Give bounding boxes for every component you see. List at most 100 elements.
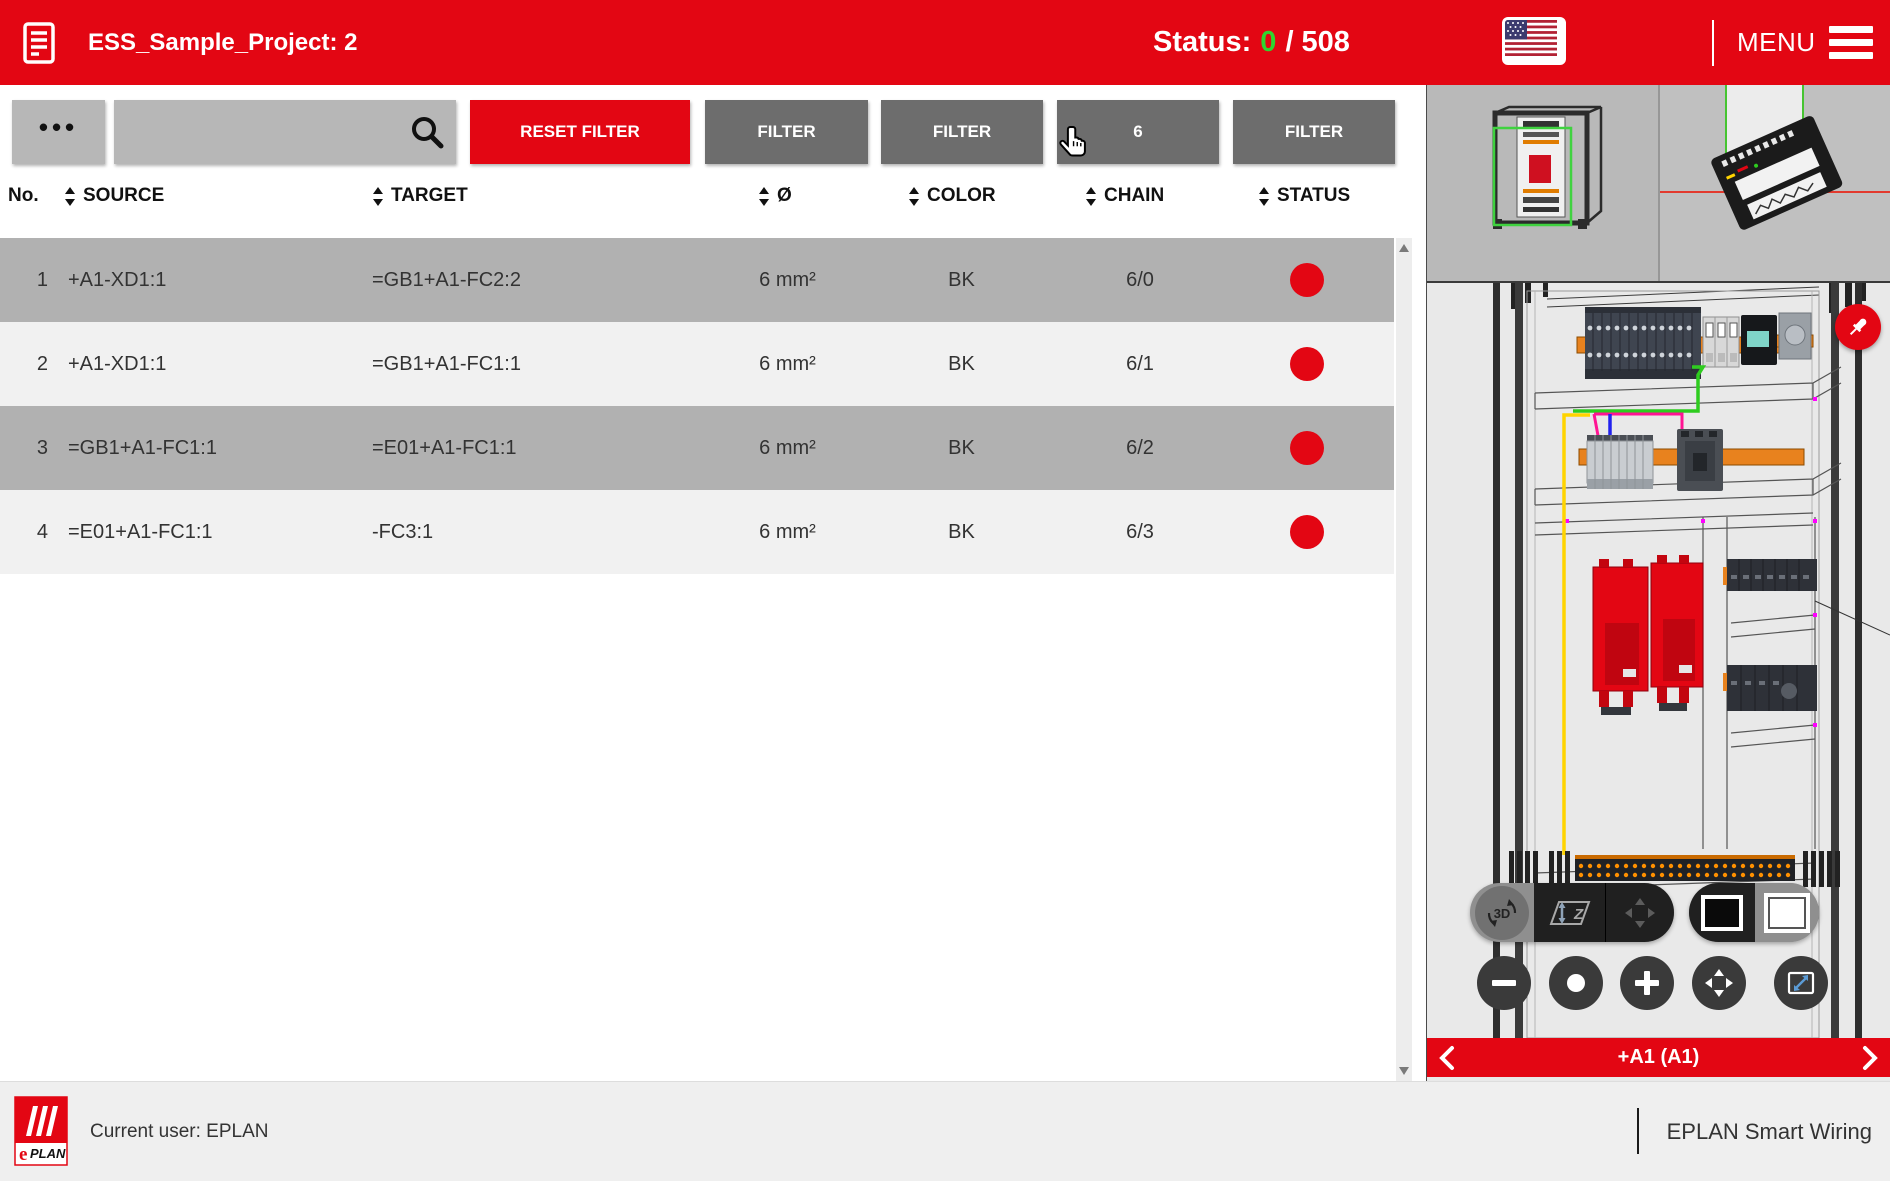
- menu-button[interactable]: MENU: [1737, 27, 1816, 57]
- col-header-chain[interactable]: CHAIN: [1085, 185, 1164, 207]
- search-input[interactable]: [114, 100, 410, 164]
- location-label: +A1 (A1): [1617, 1046, 1700, 1068]
- mccb-breaker: [1677, 429, 1723, 491]
- table-row[interactable]: 3 =GB1+A1-FC1:1 =E01+A1-FC1:1 6 mm² BK 6…: [0, 406, 1394, 490]
- cell-source: +A1-XD1:1: [68, 268, 167, 291]
- cell-diameter: 6 mm²: [759, 520, 816, 543]
- col-header-no: No.: [8, 185, 39, 206]
- zoom-in-button[interactable]: [1620, 956, 1674, 1010]
- terminal-block-row: [1585, 307, 1701, 379]
- col-header-diameter[interactable]: Ø: [758, 185, 792, 207]
- cell-no: 3: [36, 436, 48, 459]
- cell-status: [1232, 515, 1382, 549]
- z-axis-button[interactable]: Z: [1533, 883, 1607, 942]
- cell-target: -FC3:1: [372, 520, 434, 543]
- table-body: 1 +A1-XD1:1 =GB1+A1-FC2:2 6 mm² BK 6/0 2…: [0, 238, 1394, 574]
- panel-thumbnail: [1711, 116, 1843, 230]
- table-row[interactable]: 2 +A1-XD1:1 =GB1+A1-FC1:1 6 mm² BK 6/1: [0, 322, 1394, 406]
- wire-list-panel: ••• RESET FILTER FILTER FILTER 6 FILTER …: [0, 85, 1426, 1081]
- pan-mode-button[interactable]: [1606, 883, 1674, 942]
- chevron-right-icon[interactable]: [1850, 1038, 1890, 1077]
- cabinet-3d-panel: 3D Z: [1426, 85, 1890, 1081]
- col-header-source[interactable]: SOURCE: [64, 185, 164, 207]
- controller-device: [1741, 315, 1777, 365]
- pan-icon: [1625, 897, 1656, 928]
- status-dot: [1290, 263, 1324, 297]
- sort-icon[interactable]: [372, 186, 384, 206]
- pin-button[interactable]: [1835, 304, 1881, 350]
- rotate-3d-button[interactable]: 3D: [1470, 883, 1534, 942]
- status-dot: [1290, 431, 1324, 465]
- sort-icon[interactable]: [1085, 186, 1097, 206]
- sort-icon[interactable]: [758, 186, 770, 206]
- view-overview-thumbnails[interactable]: [1427, 85, 1890, 283]
- cell-diameter: 6 mm²: [759, 436, 816, 459]
- drive-device: [1778, 312, 1812, 360]
- cell-chain: 6/1: [1126, 352, 1154, 375]
- filter-diameter-button[interactable]: FILTER: [705, 100, 868, 164]
- search-icon[interactable]: [410, 115, 444, 149]
- scroll-down-icon[interactable]: [1399, 1067, 1409, 1075]
- cell-status: [1232, 263, 1382, 297]
- document-list-icon: [22, 21, 56, 70]
- fullscreen-button[interactable]: [1774, 956, 1828, 1010]
- reset-filter-button[interactable]: RESET FILTER: [470, 100, 690, 164]
- table-row[interactable]: 1 +A1-XD1:1 =GB1+A1-FC2:2 6 mm² BK 6/0: [0, 238, 1394, 322]
- filter-status-button[interactable]: FILTER: [1233, 100, 1395, 164]
- relay-row-top: [1723, 559, 1817, 591]
- cell-color: BK: [948, 268, 975, 291]
- fullscreen-icon: [1787, 971, 1815, 995]
- solid-view-icon: [1701, 894, 1743, 931]
- red-drive-1: [1592, 559, 1649, 715]
- us-flag-icon[interactable]: [1502, 17, 1566, 65]
- more-options-button[interactable]: •••: [12, 100, 105, 164]
- col-header-status[interactable]: STATUS: [1258, 185, 1350, 207]
- cell-target: =GB1+A1-FC2:2: [372, 268, 521, 291]
- table-scrollbar[interactable]: [1396, 238, 1412, 1081]
- zoom-reset-button[interactable]: [1549, 956, 1603, 1010]
- sort-icon[interactable]: [908, 186, 920, 206]
- svg-text:Z: Z: [1573, 906, 1584, 923]
- view-mode-toolbar: 3D Z: [1470, 883, 1674, 942]
- cell-chain: 6/2: [1126, 436, 1154, 459]
- scroll-up-icon[interactable]: [1399, 244, 1409, 252]
- cell-source: +A1-XD1:1: [68, 352, 167, 375]
- col-header-target[interactable]: TARGET: [372, 185, 468, 207]
- footer-bar: e PLAN Current user: EPLAN EPLAN Smart W…: [0, 1081, 1890, 1181]
- cell-chain: 6/0: [1126, 268, 1154, 291]
- status-dot: [1290, 347, 1324, 381]
- col-header-color[interactable]: COLOR: [908, 185, 996, 207]
- z-axis-icon: Z: [1549, 900, 1590, 925]
- hamburger-icon[interactable]: [1829, 26, 1873, 59]
- zoom-out-button[interactable]: [1477, 956, 1531, 1010]
- sort-icon[interactable]: [64, 186, 76, 206]
- cell-status: [1232, 431, 1382, 465]
- header-divider: [1712, 20, 1714, 66]
- svg-text:3D: 3D: [1494, 906, 1511, 921]
- svg-text:e: e: [19, 1144, 27, 1165]
- minus-icon: [1492, 980, 1516, 986]
- footer-divider: [1637, 1108, 1639, 1154]
- chevron-left-icon[interactable]: [1427, 1038, 1467, 1077]
- cell-chain: 6/3: [1126, 520, 1154, 543]
- location-bar: +A1 (A1): [1427, 1038, 1890, 1077]
- table-row[interactable]: 4 =E01+A1-FC1:1 -FC3:1 6 mm² BK 6/3: [0, 490, 1394, 574]
- status-label: Status:: [1153, 26, 1252, 58]
- filter-chain-button[interactable]: 6: [1057, 100, 1219, 164]
- move-button[interactable]: [1692, 956, 1746, 1010]
- cell-color: BK: [948, 436, 975, 459]
- svg-text:PLAN: PLAN: [30, 1146, 66, 1161]
- current-user-label: Current user: EPLAN: [90, 1121, 269, 1142]
- cell-target: =E01+A1-FC1:1: [372, 436, 517, 459]
- status-total: / 508: [1285, 26, 1350, 58]
- wireframe-view-button[interactable]: [1755, 883, 1819, 942]
- sort-icon[interactable]: [1258, 186, 1270, 206]
- cell-source: =E01+A1-FC1:1: [68, 520, 213, 543]
- dot-icon: [1567, 974, 1585, 992]
- header-bar: ESS_Sample_Project: 2 Status: 0 / 508: [0, 0, 1890, 85]
- circuit-breakers: [1702, 316, 1740, 368]
- filter-color-button[interactable]: FILTER: [881, 100, 1043, 164]
- status-counter: Status: 0 / 508: [1153, 0, 1350, 85]
- red-drive-2: [1650, 555, 1704, 711]
- solid-view-button[interactable]: [1689, 883, 1755, 942]
